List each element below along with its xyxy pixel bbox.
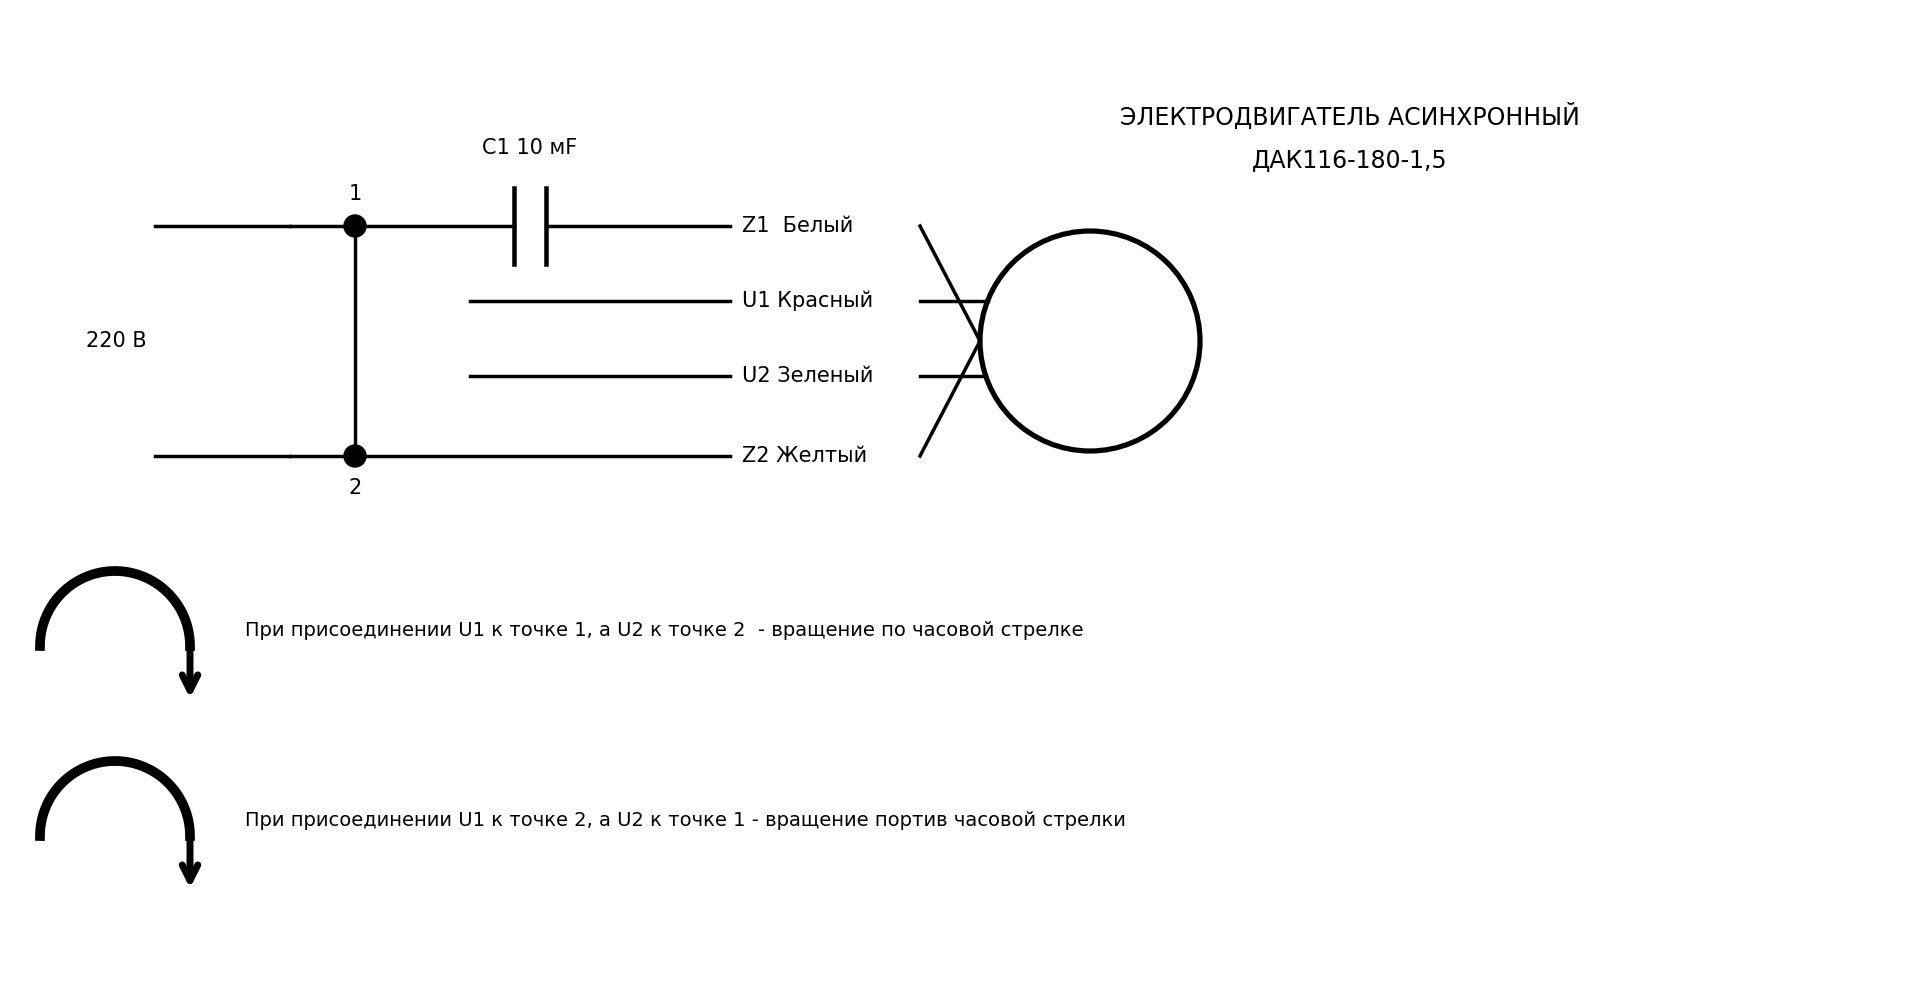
Text: ЭЛЕКТРОДВИГАТЕЛЬ АСИНХРОННЫЙ: ЭЛЕКТРОДВИГАТЕЛЬ АСИНХРОННЫЙ: [1119, 103, 1580, 129]
Text: При присоединении U1 к точке 2, а U2 к точке 1 - вращение портив часовой стрелки: При присоединении U1 к точке 2, а U2 к т…: [246, 811, 1125, 830]
Circle shape: [344, 445, 367, 467]
Text: 220 В: 220 В: [86, 331, 148, 351]
Text: U1 Красный: U1 Красный: [741, 291, 874, 312]
Text: 2: 2: [348, 478, 361, 498]
Text: C1 10 мF: C1 10 мF: [482, 138, 578, 158]
Text: Z1  Белый: Z1 Белый: [741, 216, 852, 236]
Text: U2 Зеленый: U2 Зеленый: [741, 366, 874, 386]
Circle shape: [344, 215, 367, 237]
Text: Z2 Желтый: Z2 Желтый: [741, 446, 868, 466]
Text: ДАК116-180-1,5: ДАК116-180-1,5: [1252, 149, 1448, 173]
Text: 1: 1: [348, 184, 361, 204]
Text: При присоединении U1 к точке 1, а U2 к точке 2  - вращение по часовой стрелке: При присоединении U1 к точке 1, а U2 к т…: [246, 621, 1083, 641]
